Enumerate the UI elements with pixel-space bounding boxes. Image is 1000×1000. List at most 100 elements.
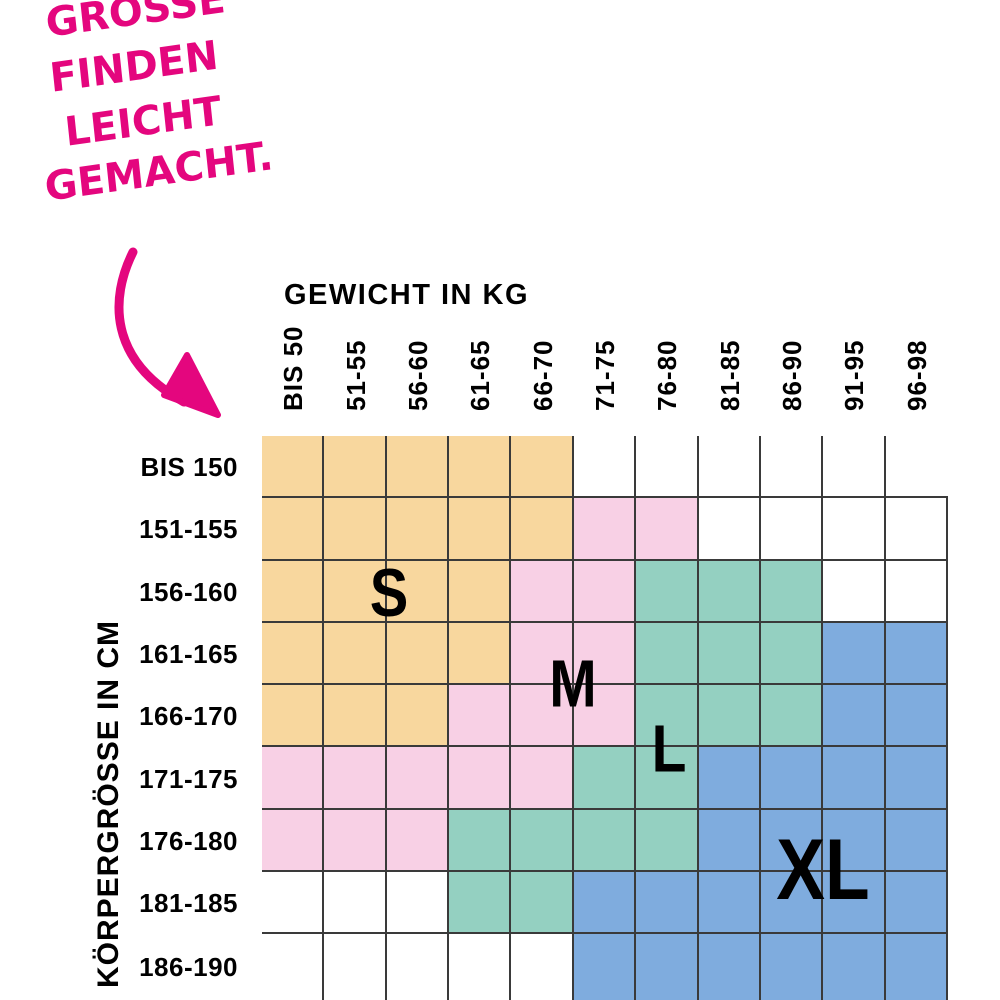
- grid-cell-size-S: [324, 685, 387, 748]
- x-tick-label: 71-75: [590, 339, 620, 412]
- grid-cell-size-L: [449, 872, 512, 935]
- grid-cell-size-XL: [823, 622, 886, 686]
- grid-cell-size-M: [511, 560, 574, 623]
- grid-cell-size-XL: [823, 685, 886, 748]
- x-tick-label: 76-80: [652, 339, 683, 412]
- grid-cell-size-XL: [636, 872, 699, 935]
- y-axis-title: KÖRPERGRÖSSE IN CM: [92, 619, 125, 988]
- grid-cell-size-S: [386, 622, 450, 686]
- size-region-label-L: L: [651, 711, 687, 787]
- grid-cell-empty: [324, 934, 387, 1000]
- grid-cell-size-M: [573, 685, 637, 748]
- grid-cell-size-S: [262, 622, 325, 686]
- grid-cell-size-L: [636, 622, 699, 686]
- grid-cell-size-L: [511, 809, 574, 873]
- grid-cell-size-XL: [823, 872, 886, 935]
- grid-cell-size-S: [449, 560, 512, 623]
- grid-cell-empty: [885, 560, 948, 623]
- y-tick-label: 166-170: [139, 701, 238, 732]
- grid-cell-size-L: [760, 622, 824, 686]
- grid-cell-size-M: [511, 685, 574, 748]
- y-tick-label: 181-185: [139, 888, 238, 919]
- grid-cell-size-L: [511, 872, 574, 935]
- grid-cell-size-S: [262, 685, 325, 748]
- y-tick-label: 176-180: [139, 825, 238, 856]
- grid-cell-size-L: [636, 747, 699, 810]
- y-tick-label: 186-190: [139, 952, 238, 982]
- size-region-label-XL: XL: [776, 822, 870, 918]
- grid-cell-size-M: [573, 560, 637, 623]
- grid-cell-size-L: [636, 560, 699, 623]
- grid-cell-size-XL: [885, 809, 948, 873]
- grid-cell-size-S: [386, 436, 450, 499]
- grid-cell-size-M: [386, 747, 450, 810]
- grid-cell-size-L: [698, 622, 761, 686]
- y-tick-label: 171-175: [139, 763, 238, 794]
- grid-cell-size-XL: [885, 747, 948, 810]
- grid-cell-size-L: [449, 809, 512, 873]
- grid-cell-empty: [324, 872, 387, 935]
- grid-cell-size-S: [324, 498, 387, 561]
- size-region-label-M: M: [549, 646, 597, 722]
- grid-cell-size-XL: [698, 809, 761, 873]
- x-axis-title: GEWICHT IN KG: [284, 279, 530, 311]
- grid-cell-size-XL: [823, 809, 886, 873]
- grid-cell-size-XL: [760, 747, 824, 810]
- grid-cell-size-XL: [698, 934, 761, 1000]
- grid-cell-empty: [885, 436, 948, 499]
- grid-cell-size-S: [449, 436, 512, 499]
- grid-cell-size-S: [449, 622, 512, 686]
- grid-cell-empty: [511, 934, 574, 1000]
- grid-cell-empty: [760, 436, 824, 499]
- grid-cell-size-S: [449, 498, 512, 561]
- y-tick-label: 156-160: [139, 576, 238, 607]
- grid-cell-empty: [760, 498, 824, 561]
- grid-cell-size-L: [573, 809, 637, 873]
- grid-cell-size-S: [262, 498, 325, 561]
- size-region-label-S: S: [369, 555, 409, 631]
- grid-cell-size-M: [511, 622, 574, 686]
- grid-cell-empty: [823, 560, 886, 623]
- grid-cell-size-S: [324, 622, 387, 686]
- grid-cell-empty: [823, 436, 886, 499]
- grid-cell-size-S: [324, 560, 387, 623]
- grid-cell-size-L: [698, 560, 761, 623]
- grid-cell-empty: [449, 934, 512, 1000]
- grid-cell-empty: [262, 872, 325, 935]
- grid-cell-empty: [386, 934, 450, 1000]
- grid-cell-size-L: [698, 685, 761, 748]
- grid-cell-size-XL: [573, 872, 637, 935]
- grid-cell-empty: [386, 872, 450, 935]
- grid-cell-size-M: [324, 747, 387, 810]
- grid-cell-size-L: [636, 685, 699, 748]
- grid-cell-size-M: [573, 498, 637, 561]
- grid-cell-size-XL: [885, 685, 948, 748]
- grid-cell-size-S: [262, 436, 325, 499]
- grid-cell-size-M: [262, 747, 325, 810]
- grid-cell-empty: [698, 498, 761, 561]
- grid-cell-size-XL: [823, 934, 886, 1000]
- grid-cell-size-S: [386, 685, 450, 748]
- grid-cell-size-M: [324, 809, 387, 873]
- grid-cell-size-XL: [760, 934, 824, 1000]
- grid-cell-size-XL: [698, 872, 761, 935]
- grid-cell-size-L: [760, 560, 824, 623]
- grid-cell-empty: [573, 436, 637, 499]
- grid-cell-size-XL: [885, 622, 948, 686]
- grid-cell-size-XL: [573, 934, 637, 1000]
- curved-arrow-icon: [114, 247, 221, 418]
- grid-cell-size-M: [573, 622, 637, 686]
- grid-cell-size-S: [511, 498, 574, 561]
- grid-cell-size-XL: [823, 747, 886, 810]
- x-tick-label: 96-98: [901, 339, 932, 412]
- grid-cell-size-L: [760, 685, 824, 748]
- x-tick-label: 56-60: [402, 339, 433, 412]
- x-tick-label: 61-65: [465, 339, 496, 412]
- size-grid: [262, 436, 948, 1000]
- grid-cell-size-XL: [885, 934, 948, 1000]
- grid-cell-size-S: [386, 498, 450, 561]
- grid-cell-size-XL: [760, 809, 824, 873]
- x-tick-label: 91-95: [839, 339, 870, 412]
- x-tick-label: BIS 50: [278, 325, 309, 412]
